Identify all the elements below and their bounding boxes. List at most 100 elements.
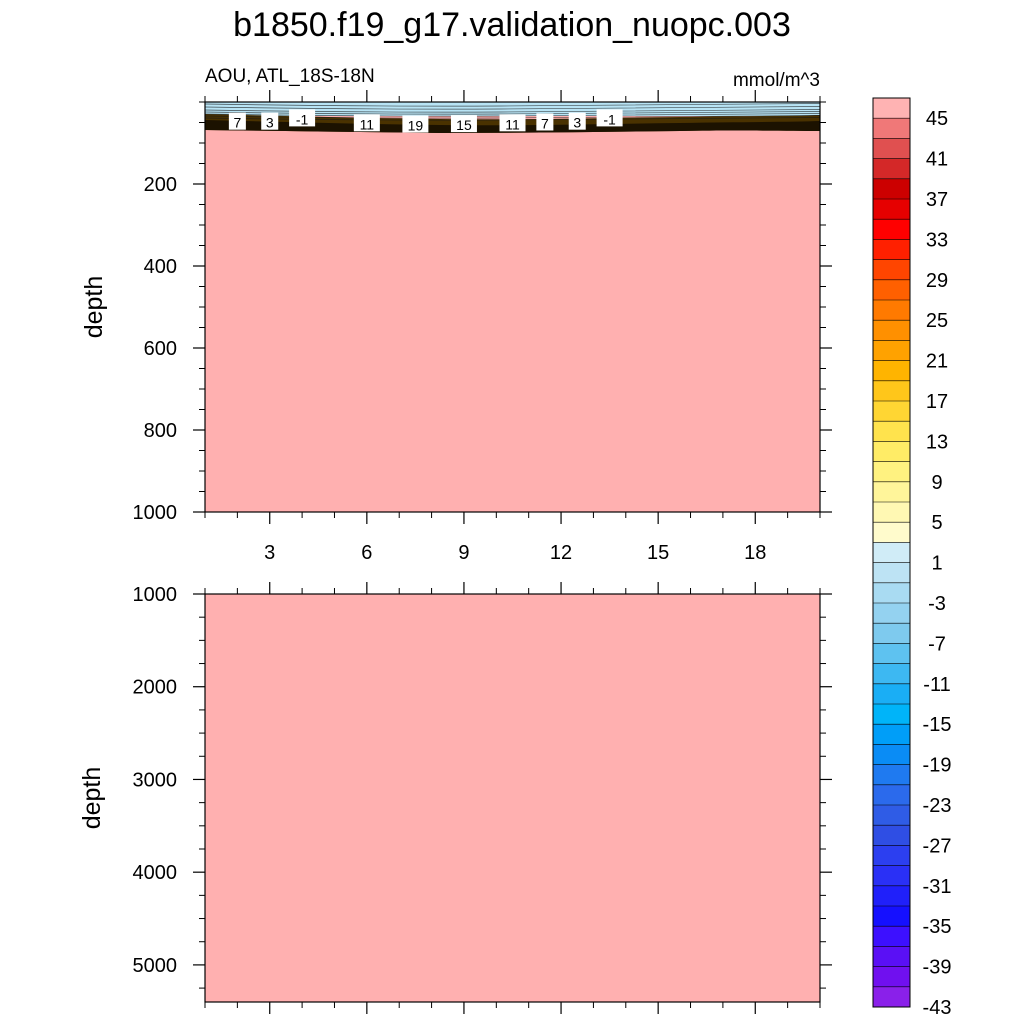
colorbar-swatch xyxy=(873,340,910,361)
upper-x-tick-label: 18 xyxy=(744,542,766,564)
colorbar-label: 13 xyxy=(926,431,948,453)
upper-panel: 7 3 -1 11 19 15 11 7 3 -1 3 6 9 12 15 18 200 400 600 800 10… xyxy=(80,90,832,564)
colorbar-swatch xyxy=(873,239,910,260)
colorbar-label: -27 xyxy=(923,835,952,857)
contour-label-box xyxy=(353,114,380,132)
colorbar-swatch xyxy=(873,98,910,119)
colorbar-swatch xyxy=(873,582,910,604)
colorbar-swatch xyxy=(873,966,910,988)
contour-label: -1 xyxy=(296,111,309,127)
lower-y-axis-label: depth xyxy=(78,767,106,830)
colorbar-swatch xyxy=(873,320,910,341)
upper-x-tick-label: 3 xyxy=(264,542,275,564)
colorbar-swatch xyxy=(873,118,910,139)
contour-label: 11 xyxy=(360,116,375,132)
colorbar-swatch xyxy=(873,825,910,846)
contour-label-box xyxy=(536,113,554,131)
colorbar-label: -39 xyxy=(923,957,952,979)
contour-label-box xyxy=(261,112,279,130)
lower-panel-frame xyxy=(204,593,821,1003)
colorbar-label: -23 xyxy=(923,795,952,817)
colorbar-swatch xyxy=(873,138,910,159)
lower-y-tick-label: 2000 xyxy=(133,677,178,699)
colorbar-swatch xyxy=(873,199,910,220)
colorbar-swatch xyxy=(873,683,910,705)
lower-y-tick-label: 5000 xyxy=(133,955,178,977)
upper-field xyxy=(205,102,820,512)
colorbar-swatch xyxy=(873,643,910,664)
colorbar-swatch xyxy=(873,805,910,826)
variable-label: AOU, ATL_18S-18N xyxy=(205,66,375,87)
colorbar-swatch xyxy=(873,704,910,725)
contour-label-box xyxy=(228,112,246,130)
colorbar-swatch xyxy=(873,885,910,907)
colorbar-swatch xyxy=(873,986,910,1008)
contour-label: 19 xyxy=(408,118,424,134)
upper-contour-labels: 7 3 -1 11 19 15 11 7 3 -1 xyxy=(228,109,623,134)
contour-label: 3 xyxy=(266,115,274,131)
colorbar-label: 41 xyxy=(926,149,948,171)
colorbar-swatch xyxy=(873,401,910,422)
colorbar-swatch xyxy=(873,865,910,887)
upper-x-tick-label: 9 xyxy=(458,542,469,564)
contour-label-box xyxy=(402,115,429,133)
colorbar-swatch xyxy=(873,784,910,806)
colorbar-swatch xyxy=(873,926,910,947)
colorbar-label: 21 xyxy=(926,351,948,373)
colorbar-swatch xyxy=(873,502,910,523)
lower-panel: 1000 2000 3000 4000 5000 depth xyxy=(78,582,832,1014)
units-label: mmol/m^3 xyxy=(733,70,820,91)
colorbar-swatch xyxy=(873,421,910,442)
colorbar-label: 45 xyxy=(926,108,948,130)
colorbar-label: -31 xyxy=(923,876,952,898)
colorbar-swatch xyxy=(873,603,910,624)
colorbar-label: 9 xyxy=(931,472,942,494)
colorbar-label: -7 xyxy=(928,633,946,655)
upper-x-tick-label: 15 xyxy=(647,542,669,564)
lower-ticks: 1000 2000 3000 4000 5000 xyxy=(133,582,832,1014)
colorbar-frame xyxy=(872,97,911,1008)
colorbar-swatch xyxy=(873,279,910,301)
colorbar-label: -35 xyxy=(923,916,952,938)
colorbar-swatch xyxy=(873,259,910,281)
contour-label-box xyxy=(289,109,316,127)
contour-label-box xyxy=(450,115,477,133)
contour-label: 11 xyxy=(505,116,520,132)
colorbar-swatch xyxy=(873,158,910,180)
colorbar-swatch xyxy=(873,178,910,200)
contour-label: 3 xyxy=(573,115,581,131)
colorbar-swatch xyxy=(873,764,910,786)
contour-line xyxy=(205,106,820,110)
colorbar-swatch xyxy=(873,744,910,765)
upper-y-tick-label: 200 xyxy=(144,174,177,196)
upper-x-tick-label: 12 xyxy=(550,542,572,564)
colorbar-swatch xyxy=(873,623,910,644)
colorbar-swatch xyxy=(873,946,910,967)
colorbar-label: -15 xyxy=(923,714,952,736)
contour-label: 15 xyxy=(456,117,472,133)
colorbar-swatch xyxy=(873,542,910,563)
contour-label-box xyxy=(596,109,623,127)
figure-title: b1850.f19_g17.validation_nuopc.003 xyxy=(233,6,791,44)
upper-y-tick-label: 1000 xyxy=(133,502,178,524)
upper-y-tick-label: 400 xyxy=(144,256,177,278)
colorbar-swatch xyxy=(873,663,910,685)
colorbar-label: -3 xyxy=(928,593,946,615)
lower-y-tick-label: 4000 xyxy=(133,862,178,884)
colorbar-label: -43 xyxy=(923,997,952,1019)
contour-line xyxy=(205,103,820,107)
colorbar-label: 17 xyxy=(926,391,948,413)
contour-label: 7 xyxy=(541,116,549,132)
upper-interior-fill xyxy=(205,102,820,512)
colorbar-swatch xyxy=(873,724,910,745)
colorbar-swatch xyxy=(873,522,910,543)
colorbar-swatch xyxy=(873,441,910,462)
upper-y-tick-label: 800 xyxy=(144,420,177,442)
colorbar-swatch xyxy=(873,360,910,382)
colorbar-label: 29 xyxy=(926,270,948,292)
upper-ticks: 3 6 9 12 15 18 200 400 600 800 1000 xyxy=(133,90,832,564)
contour-label: -1 xyxy=(603,111,616,127)
colorbar-label: 1 xyxy=(931,553,942,575)
contour-label-box xyxy=(568,112,586,130)
